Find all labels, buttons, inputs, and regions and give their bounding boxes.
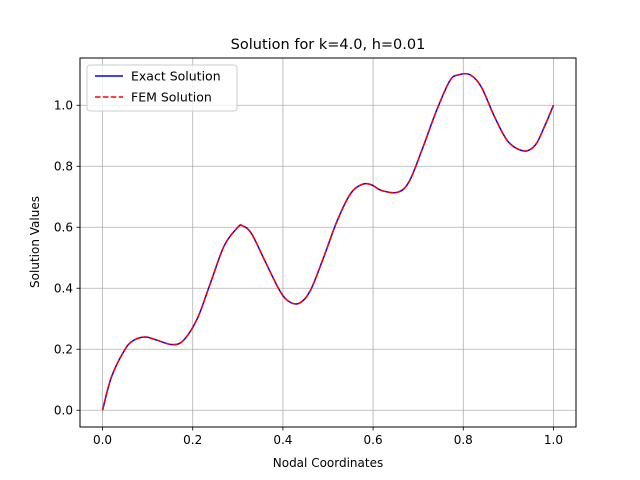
grid (80, 58, 576, 427)
y-tick-label: 1.0 (54, 99, 73, 113)
y-tick-label: 0.8 (54, 160, 73, 174)
x-tick-label: 0.2 (183, 433, 202, 447)
plot-frame (79, 57, 577, 428)
legend-label-exact: Exact Solution (131, 69, 221, 84)
series-group (101, 72, 555, 411)
x-tick-label: 0.6 (364, 433, 383, 447)
y-tick-label: 0.0 (54, 404, 73, 418)
x-tick-label: 0.0 (93, 433, 112, 447)
y-axis-label: Solution Values (28, 196, 42, 288)
x-axis-label: Nodal Coordinates (273, 456, 383, 470)
legend: Exact Solution FEM Solution (86, 64, 238, 112)
legend-box (86, 64, 238, 112)
y-tick-label: 0.6 (54, 221, 73, 235)
y-tick-label: 0.2 (54, 343, 73, 357)
chart-title: Solution for k=4.0, h=0.01 (231, 37, 426, 53)
ticks: 0.0 0.2 0.4 0.6 0.8 1.0 0.0 0.2 0.4 0.6 0.8 1.0 (54, 99, 563, 447)
x-tick-label: 1.0 (544, 433, 563, 447)
y-tick-label: 0.4 (54, 282, 73, 296)
legend-label-fem: FEM Solution (131, 90, 212, 105)
x-tick-label: 0.4 (273, 433, 292, 447)
x-tick-label: 0.8 (454, 433, 473, 447)
series-line-fem-solution (101, 72, 555, 411)
